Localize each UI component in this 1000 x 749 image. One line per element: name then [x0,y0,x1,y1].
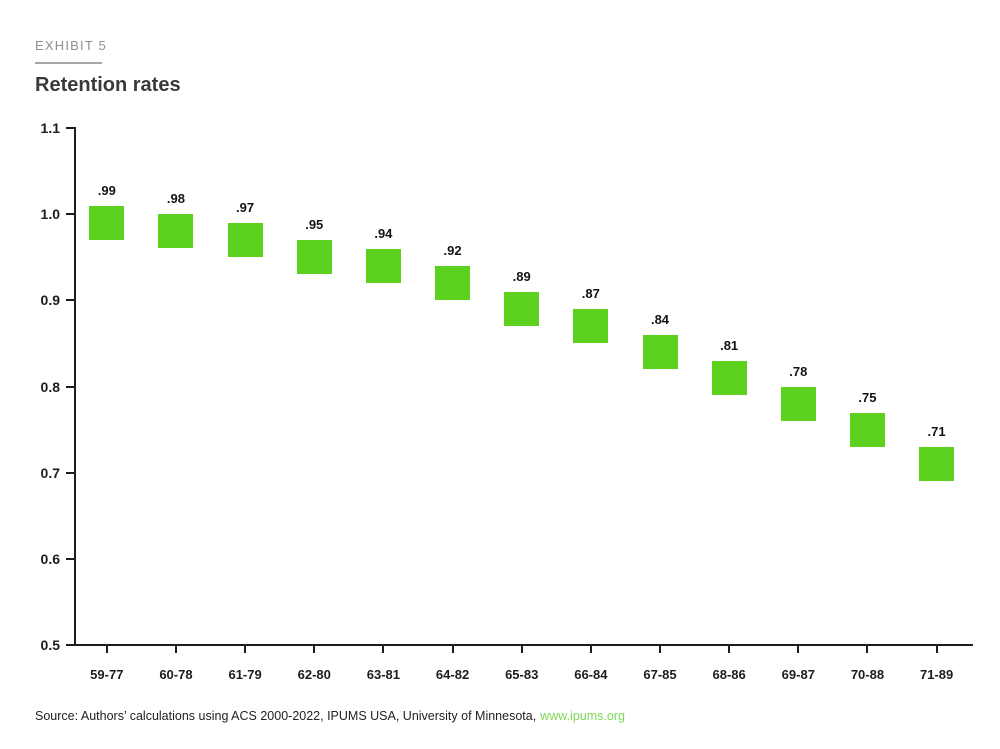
x-tick-label: 66-84 [574,667,608,682]
data-point-label: .97 [236,200,255,216]
x-tick-label: 60-78 [159,667,193,682]
data-point-marker [227,223,263,258]
x-tick-label: 71-89 [919,667,954,682]
exhibit-label: EXHIBIT 5 [35,38,107,53]
x-axis-tick [105,645,108,653]
data-point-label: .98 [166,191,185,207]
x-tick-label: 68-86 [712,667,746,682]
data-point-label: .75 [858,389,877,405]
y-tick-label: 0.9 [40,292,60,309]
x-axis-tick [244,645,247,653]
x-tick-label: 61-79 [228,667,262,682]
x-tick-label: 64-82 [435,667,470,682]
y-axis-tick [66,471,75,474]
data-point-marker [573,309,609,344]
source-note: Source: Authors’ calculations using ACS … [35,709,625,723]
x-axis-tick [174,645,177,653]
x-axis-tick [382,645,385,653]
x-axis-tick [659,645,661,653]
y-tick-label: 0.5 [40,637,60,653]
data-point-label: .87 [581,286,600,302]
x-axis-tick [935,645,938,653]
data-point-label: .71 [927,424,946,440]
y-axis-tick [66,385,75,388]
y-axis-tick [66,557,75,560]
data-point-label: .95 [305,217,324,233]
x-tick-label: 65-83 [505,667,539,682]
data-point-marker [504,291,540,326]
data-point-marker [849,412,885,447]
chart-title: Retention rates [35,74,181,96]
data-point-marker [919,447,955,482]
data-point-marker [89,205,125,240]
data-point-label: .78 [789,363,808,379]
y-tick-label: 0.8 [40,378,60,395]
data-point-marker [642,335,678,370]
data-point-label: .84 [650,312,670,328]
x-axis-tick [451,645,454,653]
data-point-marker [296,240,332,275]
x-axis-tick [520,645,523,653]
data-point-marker [158,214,194,249]
y-tick-label: 1.1 [40,120,60,136]
data-point-label: .89 [512,268,531,284]
data-point-label: .81 [720,337,739,353]
y-tick-label: 0.7 [40,464,60,481]
y-axis-tick [66,299,75,302]
x-axis-line [66,644,973,646]
x-tick-label: 67-85 [643,667,677,682]
x-axis-tick [589,645,592,653]
data-point-marker [780,386,816,421]
data-point-label: .99 [97,182,116,198]
x-axis-tick [797,645,800,653]
y-axis-tick [66,127,75,129]
exhibit-underline-rule [35,62,102,64]
y-tick-label: 1.0 [40,206,60,223]
data-point-marker [365,248,401,283]
source-text: Source: Authors’ calculations using ACS … [35,709,537,723]
x-axis-tick [728,645,731,653]
x-tick-label: 62-80 [297,667,331,682]
ipums-link[interactable]: www.ipums.org [540,709,625,723]
x-axis-tick [313,645,316,653]
x-tick-label: 70-88 [850,667,885,682]
data-point-label: .92 [443,243,462,259]
data-point-marker [711,360,747,395]
y-axis-tick [66,213,75,216]
x-tick-label: 69-87 [781,667,815,682]
x-tick-label: 59-77 [90,667,124,682]
x-tick-label: 63-81 [366,667,401,682]
data-point-label: .94 [374,225,393,241]
y-axis-line [74,127,76,646]
y-axis-tick [66,644,75,646]
x-axis-tick [866,645,869,653]
data-point-marker [435,266,471,301]
y-tick-label: 0.6 [40,550,60,567]
